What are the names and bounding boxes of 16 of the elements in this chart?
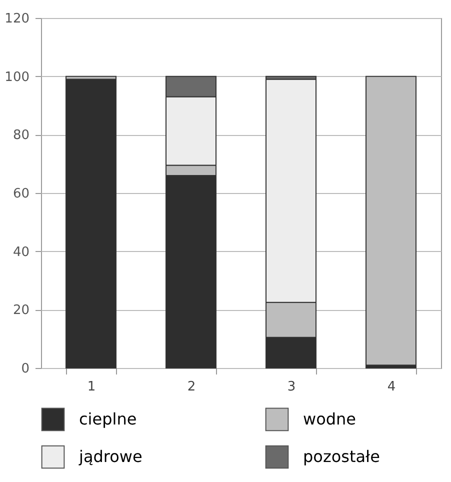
y-tick-label: 0 (21, 362, 30, 376)
y-tick-label: 100 (4, 70, 30, 85)
y-tick-label: 80 (12, 128, 30, 144)
x-tick-label: 1 (87, 380, 96, 394)
y-tick-label: 40 (12, 244, 30, 260)
legend-label: cieplne (79, 409, 137, 428)
y-tick-label: 20 (12, 303, 30, 318)
x-tick-label: 2 (187, 380, 196, 394)
legend-label: jądrowe (78, 447, 142, 466)
x-tick-label: 3 (287, 380, 296, 394)
x-tick-label: 4 (387, 380, 396, 394)
legend-label: wodne (303, 409, 356, 428)
bar (66, 78, 116, 368)
y-tick-label: 60 (12, 186, 30, 202)
y-tick-label: 120 (4, 12, 30, 26)
legend-label: pozostałe (303, 447, 380, 466)
